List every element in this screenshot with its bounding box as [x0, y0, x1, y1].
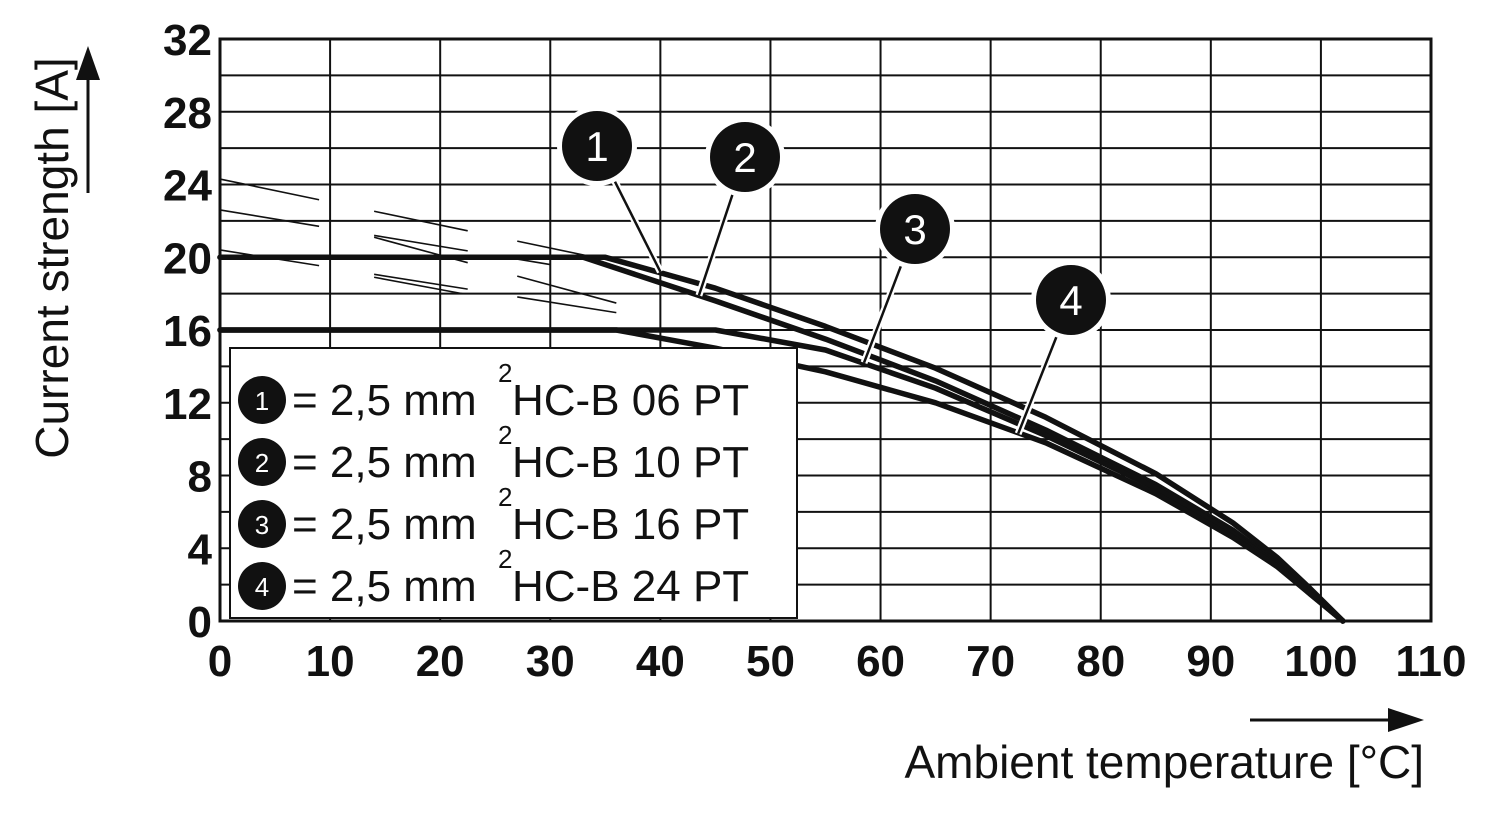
- legend-label: = 2,5 mm: [292, 438, 477, 487]
- x-tick-labels: 0 10 20 30 40 50 60 70 80 90 100 110: [208, 637, 1467, 686]
- callout-number: 4: [1059, 277, 1082, 324]
- callout-number: 3: [903, 206, 926, 253]
- legend-marker: [238, 500, 286, 548]
- series-line-4: [217, 327, 1346, 624]
- x-tick-label: 60: [856, 637, 905, 686]
- legend-superscript: 2: [498, 544, 512, 574]
- legend-superscript: 2: [498, 482, 512, 512]
- y-tick-label: 24: [163, 162, 212, 211]
- series-curves: [217, 254, 1346, 624]
- callout-number: 1: [585, 123, 608, 170]
- legend-superscript: 2: [498, 420, 512, 450]
- y-tick-label: 0: [188, 598, 212, 647]
- faded-line-segment: [517, 275, 617, 304]
- y-axis-label: Current strength [A]: [26, 57, 78, 458]
- callout-badge: [1036, 265, 1106, 335]
- callout-badge: [880, 194, 950, 264]
- legend-item-3: 3 = 2,5 mm 2 HC-B 16 PT: [238, 482, 749, 549]
- x-tick-label: 70: [966, 637, 1015, 686]
- y-tick-label: 20: [163, 234, 212, 283]
- x-axis-arrow-head: [1388, 708, 1424, 732]
- x-tick-label: 0: [208, 637, 232, 686]
- legend-superscript: 2: [498, 358, 512, 388]
- legend-item-1: 1 = 2,5 mm 2 HC-B 06 PT: [238, 358, 749, 425]
- faded-line-segment: [373, 210, 468, 232]
- legend-marker-number: 1: [255, 386, 269, 416]
- faded-extrapolation-lines: [219, 178, 617, 314]
- legend-box: [229, 347, 798, 619]
- legend-label: = 2,5 mm: [292, 376, 477, 425]
- x-tick-label: 40: [636, 637, 685, 686]
- legend-product: HC-B 16 PT: [512, 500, 749, 549]
- x-tick-label: 50: [746, 637, 795, 686]
- faded-line-segment: [373, 234, 468, 252]
- callout-3: 3: [860, 189, 955, 364]
- y-tick-label: 12: [163, 380, 212, 429]
- legend-item-2: 2 = 2,5 mm 2 HC-B 10 PT: [238, 420, 749, 487]
- y-tick-label: 28: [163, 89, 212, 138]
- series-callouts: 1 2 3 4: [557, 106, 1111, 435]
- faded-line-segment: [219, 178, 320, 201]
- x-axis-label: Ambient temperature [°C]: [905, 736, 1425, 788]
- x-tick-label: 20: [416, 637, 465, 686]
- callout-badge: [562, 111, 632, 181]
- legend-product: HC-B 24 PT: [512, 562, 749, 611]
- legend: 1 = 2,5 mm2 HC-B 06 PT2 = 2,5 mm2 HC-B 10 …: [229, 347, 798, 619]
- y-tick-labels: 0 4 8 12 16 20 24 28 32: [163, 16, 212, 647]
- y-axis-arrow-head: [76, 46, 100, 80]
- faded-line-segment: [373, 276, 463, 295]
- y-tick-label: 16: [163, 307, 212, 356]
- legend-marker: [238, 438, 286, 486]
- callout-number: 2: [733, 134, 756, 181]
- legend-marker: [238, 562, 286, 610]
- legend-product: HC-B 06 PT: [512, 376, 749, 425]
- faded-line-segment: [517, 296, 617, 314]
- x-tick-label: 110: [1396, 637, 1467, 686]
- x-tick-label: 90: [1186, 637, 1235, 686]
- legend-marker-number: 2: [255, 448, 269, 478]
- legend-marker-number: 4: [255, 572, 269, 602]
- y-tick-label: 4: [188, 525, 213, 574]
- y-tick-label: 32: [163, 16, 212, 65]
- x-tick-label: 100: [1284, 637, 1357, 686]
- legend-label: = 2,5 mm: [292, 562, 477, 611]
- faded-line-segment: [219, 209, 320, 228]
- faded-line-segment: [374, 273, 468, 290]
- legend-label: = 2,5 mm: [292, 500, 477, 549]
- callout-1: 1: [557, 106, 664, 274]
- x-tick-label: 80: [1076, 637, 1125, 686]
- legend-item-4: 4 = 2,5 mm 2 HC-B 24 PT: [238, 544, 749, 611]
- x-tick-label: 30: [526, 637, 575, 686]
- callout-badge: [710, 122, 780, 192]
- legend-marker-number: 3: [255, 510, 269, 540]
- legend-marker: [238, 376, 286, 424]
- y-tick-label: 8: [188, 453, 212, 502]
- x-tick-label: 10: [306, 637, 355, 686]
- legend-product: HC-B 10 PT: [512, 438, 749, 487]
- callout-2: 2: [695, 117, 785, 297]
- callout-4: 4: [1014, 260, 1111, 435]
